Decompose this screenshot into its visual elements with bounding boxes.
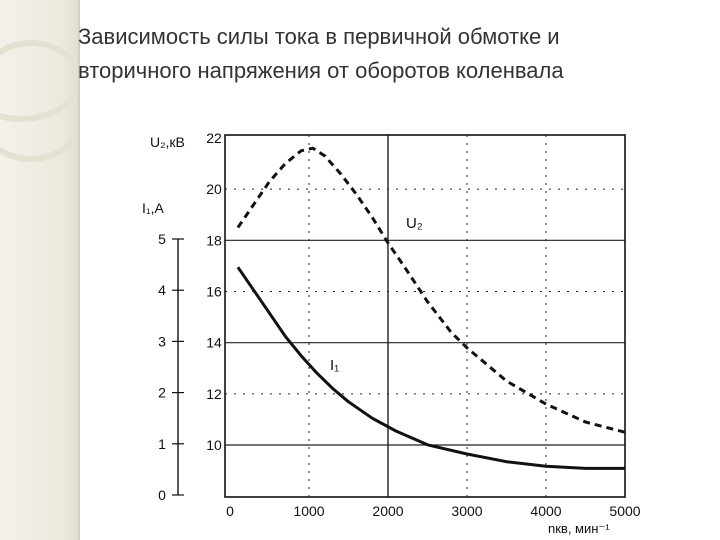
- x-axis-label: nкв, мин⁻¹: [548, 521, 610, 536]
- i1-series-label: I₁: [330, 357, 339, 374]
- series-line-u2: [236, 146, 626, 434]
- slide-title-line-2: вторичного напряжения от оборотов коленв…: [78, 58, 564, 83]
- i-tick-label: 0: [158, 487, 166, 503]
- u-tick-label: 20: [206, 181, 222, 197]
- slide-title-line-1: Зависимость силы тока в первичной обмотк…: [78, 24, 560, 49]
- x-tick-label: 5000: [609, 503, 640, 519]
- i-tick-label: 5: [158, 231, 166, 247]
- u-tick-label: 18: [206, 232, 222, 248]
- x-tick-label: 2000: [372, 503, 403, 519]
- slide-decor-border: [0, 0, 80, 540]
- u-tick-label: 16: [206, 284, 222, 300]
- i-tick-label: 3: [158, 333, 166, 349]
- u-tick-label: 10: [206, 437, 222, 453]
- u-tick-label: 22: [206, 130, 222, 146]
- i-tick-label: 2: [158, 385, 166, 401]
- slide-title: Зависимость силы тока в первичной обмотк…: [78, 20, 698, 88]
- x-tick-label: 1000: [293, 503, 324, 519]
- chart-axes: [177, 134, 626, 498]
- u-axis-label: U₂,кВ: [150, 134, 185, 150]
- i-tick-label: 4: [158, 282, 166, 298]
- u2-series-label: U₂: [406, 215, 423, 232]
- u-tick-label: 12: [206, 386, 222, 402]
- x-tick-label: 0: [226, 503, 234, 519]
- series-line-i1: [236, 266, 625, 470]
- i-axis-label: I₁,A: [142, 200, 165, 216]
- chart-series: [236, 146, 626, 470]
- i-tick-label: 1: [158, 436, 166, 452]
- decor-circle: [0, 40, 78, 162]
- x-tick-label: 3000: [451, 503, 482, 519]
- x-tick-label: 4000: [530, 503, 561, 519]
- plot-frame: [224, 134, 626, 498]
- chart-ticks: 0 1000 2000 3000 4000 50001012141618202201234…: [158, 130, 641, 519]
- u-tick-label: 14: [206, 335, 222, 351]
